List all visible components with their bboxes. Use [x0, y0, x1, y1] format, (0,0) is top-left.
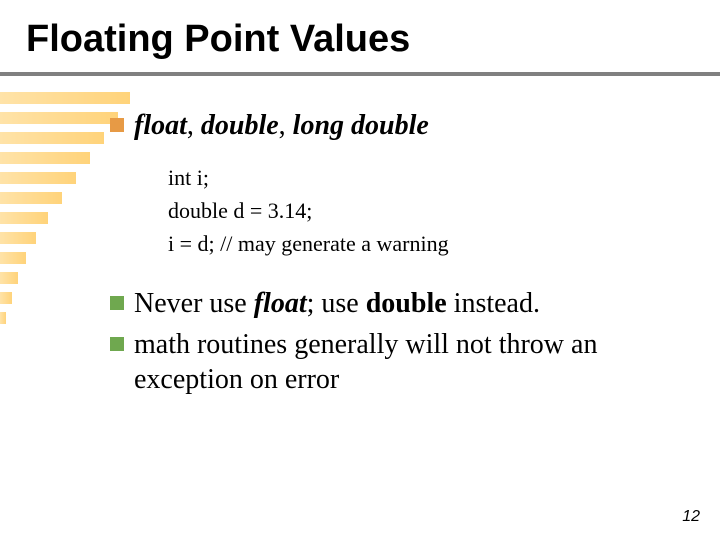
bullet-item: float, double, long double — [110, 108, 690, 143]
bullet-text: Never use float; use double instead. — [134, 286, 540, 321]
slide-number: 12 — [682, 508, 700, 526]
bullet-marker-icon — [110, 296, 124, 310]
accent-strip — [0, 312, 6, 324]
accent-strip — [0, 112, 118, 124]
accent-strip — [0, 192, 62, 204]
bullet-item: math routines generally will not throw a… — [110, 327, 690, 397]
accent-strip — [0, 292, 12, 304]
accent-strip — [0, 212, 48, 224]
text: ; use — [307, 288, 366, 319]
accent-strip — [0, 172, 76, 184]
code-line: double d = 3.14; — [168, 194, 690, 227]
accent-strip — [0, 272, 18, 284]
accent-strip — [0, 232, 36, 244]
slide-title: Floating Point Values — [26, 18, 410, 61]
accent-strip — [0, 252, 26, 264]
keyword-double: double — [201, 110, 279, 141]
keyword-long-double: long double — [293, 110, 429, 141]
code-block: int i; double d = 3.14; i = d; // may ge… — [168, 161, 690, 260]
sep: , — [279, 110, 293, 141]
code-line: i = d; // may generate a warning — [168, 227, 690, 260]
accent-strip — [0, 92, 130, 104]
accent-strip — [0, 152, 90, 164]
code-line: int i; — [168, 161, 690, 194]
slide-content: float, double, long double int i; double… — [110, 108, 690, 403]
bullet-marker-icon — [110, 118, 124, 132]
bullet-item: Never use float; use double instead. — [110, 286, 690, 321]
accent-strip — [0, 132, 104, 144]
text: Never use — [134, 288, 254, 319]
bullet-text: float, double, long double — [134, 108, 429, 143]
keyword-double: double — [366, 288, 447, 319]
bullet-text: math routines generally will not throw a… — [134, 327, 690, 397]
bullet-marker-icon — [110, 337, 124, 351]
title-underline — [0, 72, 720, 76]
keyword-float: float — [134, 110, 187, 141]
text: instead. — [447, 288, 540, 319]
keyword-float: float — [254, 288, 307, 319]
sep: , — [187, 110, 201, 141]
slide: Floating Point Values float, double, lon… — [0, 0, 720, 540]
